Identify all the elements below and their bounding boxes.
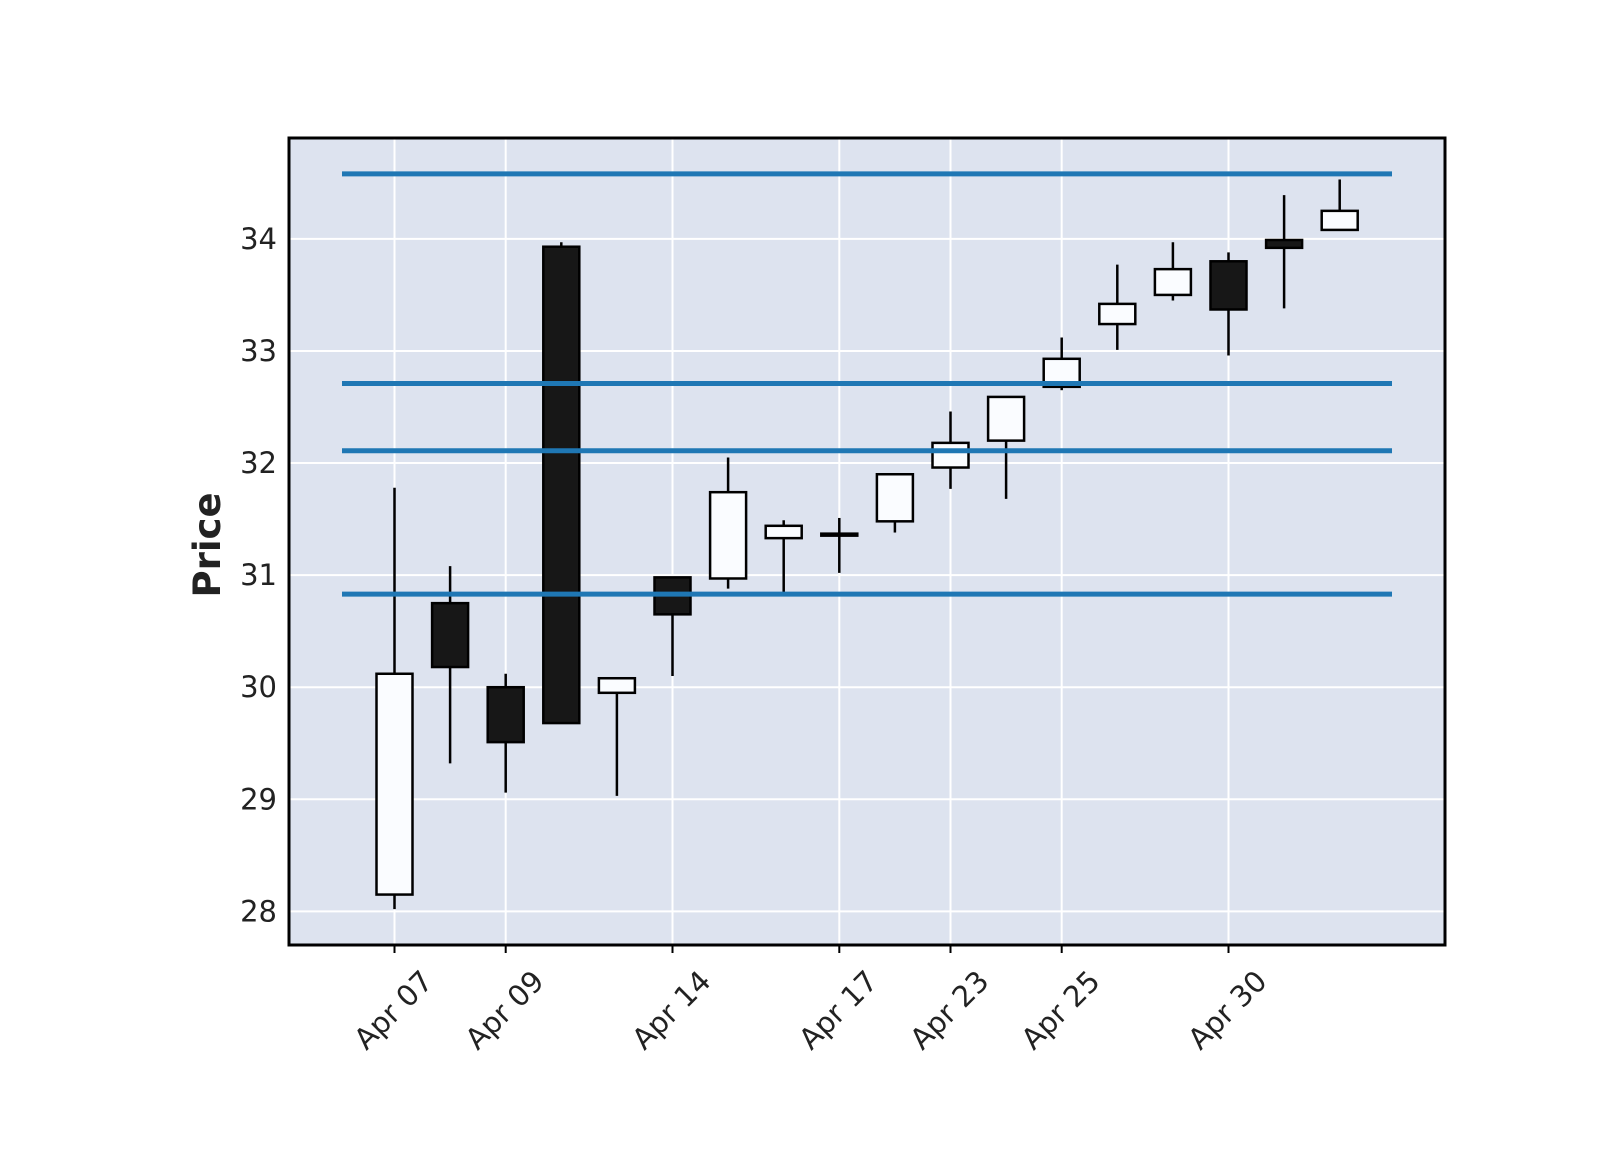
candle <box>1098 264 1137 350</box>
candle <box>1209 252 1248 356</box>
candle-body <box>875 473 915 523</box>
y-tick-label: 28 <box>240 894 277 928</box>
candle <box>931 411 970 489</box>
x-tick-label: Apr 17 <box>792 964 884 1056</box>
y-axis-label: Price <box>186 492 229 597</box>
candle-body <box>430 601 470 669</box>
y-tick-label: 32 <box>240 446 277 480</box>
x-axis-ticks: Apr 07 Apr 09 Apr 14 Apr 17 Apr 23 Apr 25 Apr … <box>347 945 1273 1056</box>
candle-body <box>1209 260 1248 311</box>
candle <box>708 457 748 589</box>
x-tick-label: Apr 30 <box>1181 964 1273 1056</box>
candle-body <box>597 676 637 695</box>
candle-body <box>375 672 414 896</box>
candle <box>1264 195 1304 309</box>
y-tick-label: 29 <box>240 782 277 816</box>
candle <box>430 566 470 764</box>
y-axis-ticks: 28 29 30 31 32 33 34 <box>240 222 277 929</box>
x-tick-label: Apr 09 <box>459 964 551 1056</box>
plot-background <box>289 138 1445 945</box>
candle-body <box>986 395 1026 442</box>
y-tick-label: 34 <box>240 222 277 256</box>
candle-body <box>542 245 581 725</box>
x-tick-label: Apr 23 <box>903 964 995 1056</box>
candle-body <box>1098 302 1137 326</box>
x-tick-label: Apr 25 <box>1015 964 1107 1056</box>
gridlines <box>289 138 1445 945</box>
x-tick-label: Apr 07 <box>347 964 439 1056</box>
candle <box>820 517 859 573</box>
candle <box>597 676 637 796</box>
candle <box>986 395 1026 499</box>
y-tick-label: 31 <box>240 558 277 592</box>
candle-body <box>820 532 859 537</box>
candle-body <box>764 524 803 540</box>
candle-body <box>931 441 970 469</box>
candle-body <box>1153 267 1193 297</box>
candle <box>542 242 581 725</box>
y-tick-label: 33 <box>240 334 277 368</box>
candle <box>1320 179 1359 232</box>
candle <box>875 473 915 533</box>
candle-body <box>708 490 748 580</box>
candle <box>375 487 414 910</box>
horizontal-lines <box>342 171 1392 597</box>
x-tick-label: Apr 14 <box>625 964 717 1056</box>
candle-body <box>1320 209 1359 232</box>
candle <box>486 673 525 793</box>
candle <box>1153 242 1193 301</box>
y-tick-label: 30 <box>240 670 277 704</box>
candle <box>764 520 803 594</box>
candle-body <box>1264 238 1304 250</box>
candle-body <box>486 685 525 744</box>
plot-frame <box>287 136 1447 947</box>
